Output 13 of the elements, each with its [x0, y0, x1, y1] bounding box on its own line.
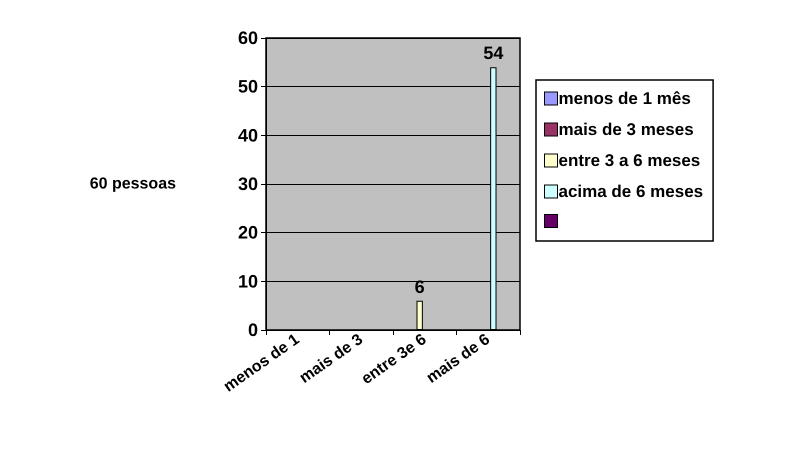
data-label: 54	[483, 43, 504, 64]
y-tick-label: 10	[238, 271, 258, 292]
legend-label: menos de 1 mês	[558, 89, 691, 108]
y-tick-label: 30	[238, 174, 258, 194]
y-axis-title: 60 pessoas	[90, 176, 176, 192]
y-tick-label: 20	[238, 222, 258, 243]
legend-label: mais de 3 meses	[558, 120, 694, 139]
legend-label: entre 3 a 6 meses	[558, 151, 700, 170]
legend-label: acima de 6 meses	[558, 182, 704, 201]
y-tick-label: 50	[238, 76, 258, 97]
y-tick-label: 60	[238, 28, 258, 48]
y-tick-label: 40	[238, 125, 258, 146]
y-tick-label: 0	[248, 320, 258, 340]
